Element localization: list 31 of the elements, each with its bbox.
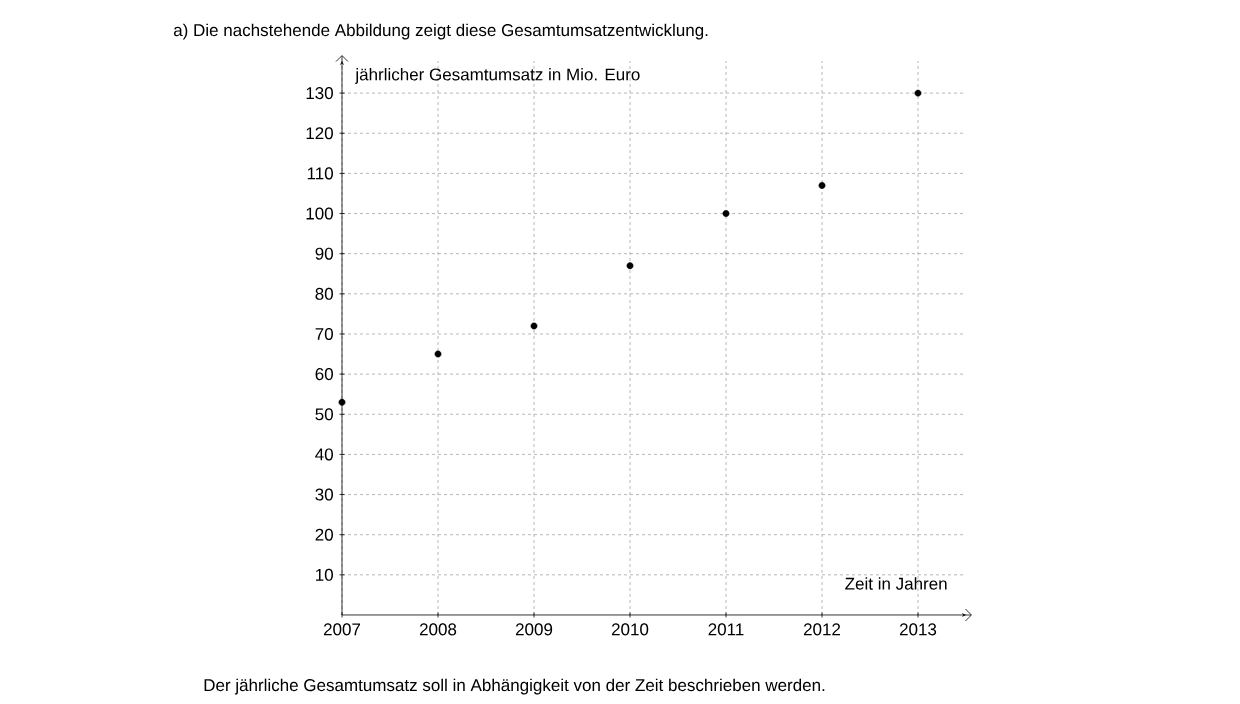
point — [530, 322, 538, 330]
x-tick-label: 2009 — [515, 623, 553, 636]
y-tick-label: 80 — [315, 287, 333, 300]
y-tick-label: 120 — [306, 127, 333, 140]
x-axis-title: Zeit in Jahren — [845, 577, 947, 590]
y-tick-label: 50 — [315, 408, 333, 421]
x-tick-label: 2007 — [323, 623, 361, 636]
y-tick-label: 130 — [306, 87, 333, 100]
point — [434, 350, 442, 358]
x-tick-label: 2013 — [899, 623, 937, 636]
x-tick-label: 2010 — [611, 623, 649, 636]
y-tick-label: 10 — [316, 568, 333, 581]
chart-title: a) Die nachstehende Abbildung zeigt diese Gesamtumsatzentwicklung. — [173, 23, 708, 40]
x-tick-label: 2012 — [803, 623, 841, 636]
y-tick-label: 30 — [315, 488, 333, 501]
point — [338, 398, 346, 406]
x-tick-label: 2008 — [419, 623, 457, 636]
point — [722, 210, 730, 217]
point — [914, 89, 922, 97]
y-tick-label: 90 — [315, 247, 333, 260]
text: Der jährliche Gesamtumsatz soll in Abhängigkeit von der Zeit beschrieben werden. — [204, 678, 825, 695]
y-tick-label: 100 — [306, 207, 333, 220]
y-axis-title: jährlicher Gesamtumsatz in Mio. Euro — [354, 68, 640, 84]
y-tick-label: 70 — [315, 327, 333, 340]
y-tick-label: 20 — [315, 528, 333, 541]
y-tick-label: 110 — [307, 167, 333, 180]
point — [626, 262, 634, 270]
y-tick-label: 60 — [315, 368, 333, 381]
x-tick-label: 2011 — [708, 623, 744, 636]
point — [818, 182, 826, 189]
y-tick-label: 40 — [315, 448, 333, 461]
